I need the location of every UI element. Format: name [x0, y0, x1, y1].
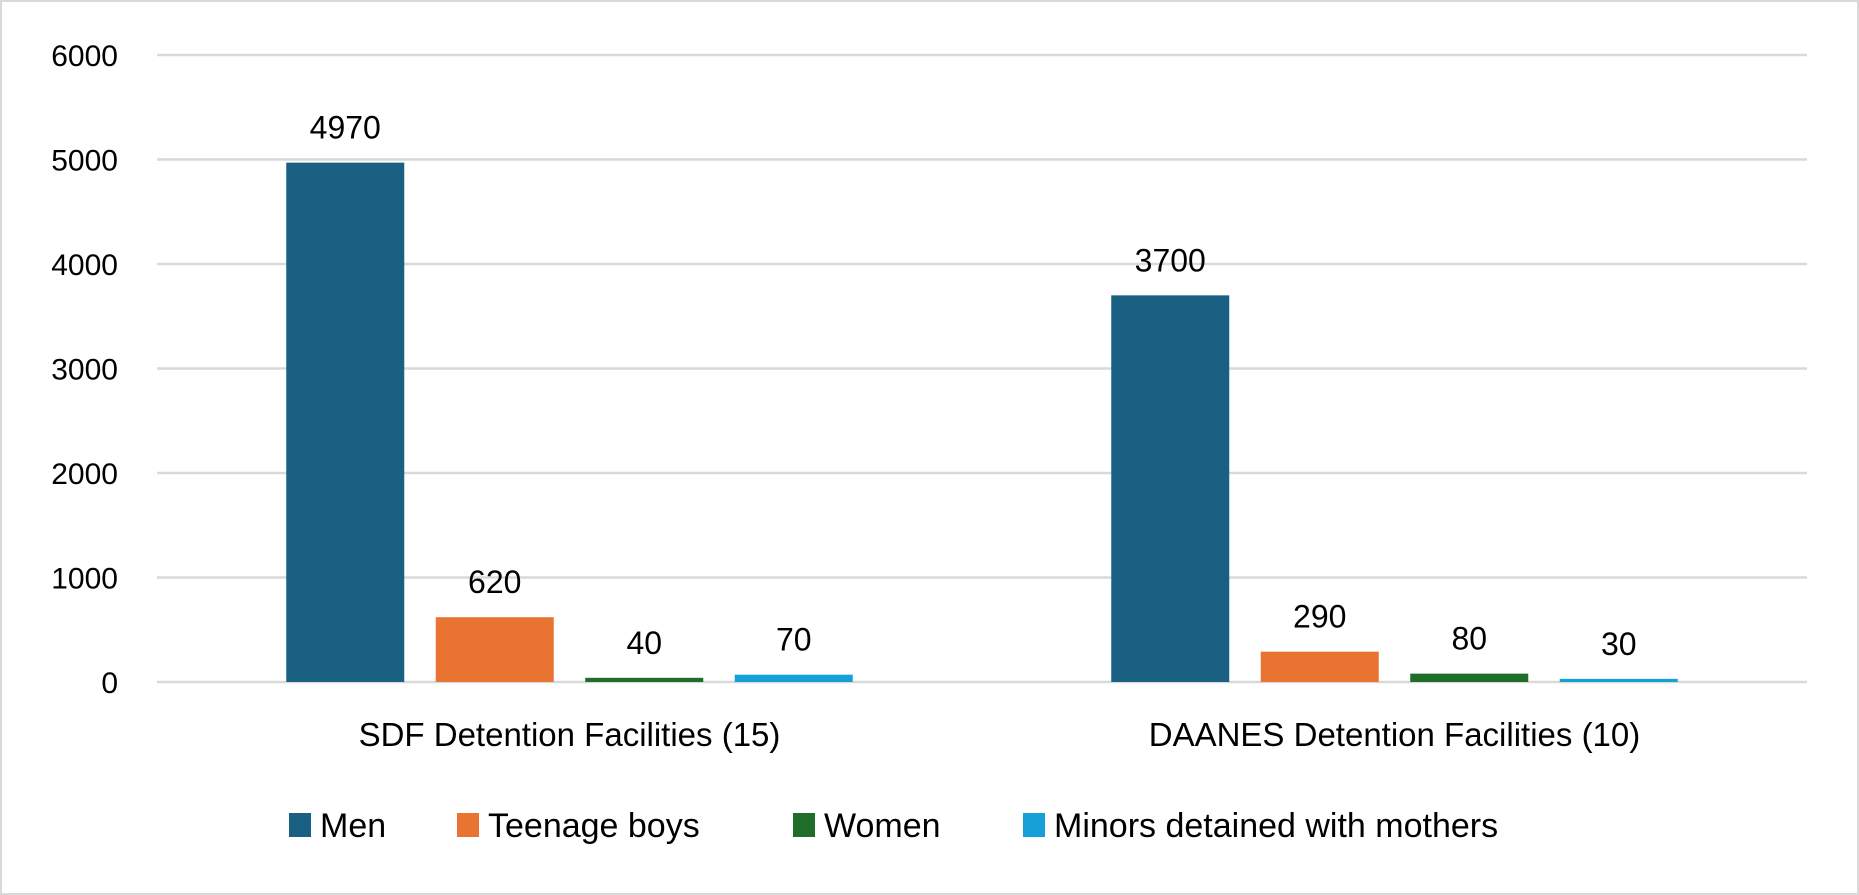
bars — [286, 162, 1678, 682]
data-label: 4970 — [310, 110, 381, 146]
data-label: 620 — [468, 564, 521, 600]
bar-women — [585, 677, 704, 682]
legend-label: Minors detained with mothers — [1054, 807, 1498, 845]
legend-item: Teenage boys — [457, 807, 700, 845]
data-label: 30 — [1601, 626, 1637, 662]
y-tick-label: 2000 — [51, 458, 118, 491]
bar-women — [1410, 673, 1529, 682]
bar-teenage-boys — [1260, 651, 1379, 682]
legend-swatch — [289, 813, 311, 837]
bar-minors-detained-with-mothers — [734, 674, 853, 682]
data-label: 3700 — [1135, 242, 1206, 278]
y-tick-label: 4000 — [51, 249, 118, 282]
bar-teenage-boys — [435, 617, 554, 682]
legend-swatch — [1023, 813, 1045, 837]
legend-label: Teenage boys — [488, 807, 700, 845]
x-category-label: DAANES Detention Facilities (10) — [1149, 716, 1641, 753]
legend: Men Teenage boys Women Minors detained with… — [289, 807, 1498, 845]
x-category-label: SDF Detention Facilities (15) — [359, 716, 781, 753]
bar-minors-detained-with-mothers — [1559, 678, 1678, 682]
legend-item: Minors detained with mothers — [1023, 807, 1498, 845]
legend-label: Men — [320, 807, 386, 845]
y-axis-ticks: 0 1000 2000 3000 4000 5000 6000 — [51, 40, 118, 700]
y-tick-label: 0 — [101, 667, 118, 700]
y-tick-label: 6000 — [51, 40, 118, 73]
data-label: 290 — [1293, 599, 1346, 635]
legend-swatch — [793, 813, 815, 837]
legend-item: Women — [793, 807, 941, 845]
data-label: 70 — [776, 622, 812, 658]
legend-item: Men — [289, 807, 386, 845]
data-label: 40 — [626, 625, 662, 661]
bar-men — [286, 162, 405, 682]
legend-label: Women — [824, 807, 941, 845]
gridlines — [157, 53, 1807, 684]
legend-swatch — [457, 813, 479, 837]
bar-men — [1111, 295, 1230, 682]
y-tick-label: 1000 — [51, 563, 118, 596]
x-axis-categories: SDF Detention Facilities (15) DAANES Dete… — [359, 716, 1641, 753]
data-label: 80 — [1451, 621, 1487, 657]
y-tick-label: 5000 — [51, 145, 118, 178]
y-tick-label: 3000 — [51, 354, 118, 387]
data-labels: 4970 620 40 70 3700 290 80 30 — [310, 110, 1637, 662]
